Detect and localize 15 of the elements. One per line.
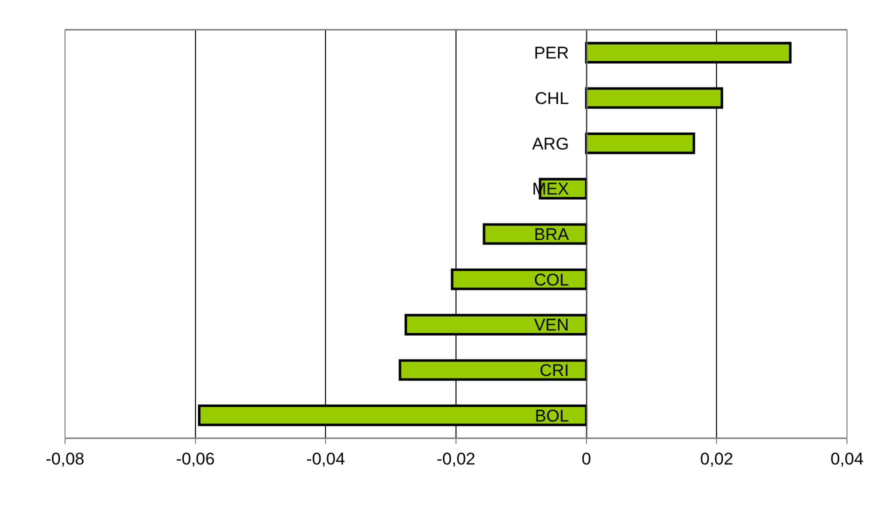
x-tick-label: -0,02 bbox=[436, 449, 476, 468]
y-tick-label: BRA bbox=[534, 224, 570, 244]
x-tick-label: 0 bbox=[582, 449, 592, 468]
x-tick-label: -0,06 bbox=[176, 449, 215, 468]
x-tick-label: -0,08 bbox=[46, 449, 84, 468]
x-tick-label: 0,02 bbox=[700, 449, 734, 468]
y-tick-label: BOL bbox=[534, 406, 569, 426]
y-tick-label: ARG bbox=[532, 134, 569, 154]
y-tick-label: PER bbox=[534, 44, 569, 63]
y-tick-label: COL bbox=[534, 270, 569, 290]
y-tick-label: VEN bbox=[534, 316, 569, 335]
x-tick-label: 0,04 bbox=[830, 449, 864, 468]
y-tick-label: CHL bbox=[534, 88, 569, 108]
x-tick-label: -0,04 bbox=[306, 449, 346, 468]
y-tick-label: CRI bbox=[540, 360, 569, 380]
